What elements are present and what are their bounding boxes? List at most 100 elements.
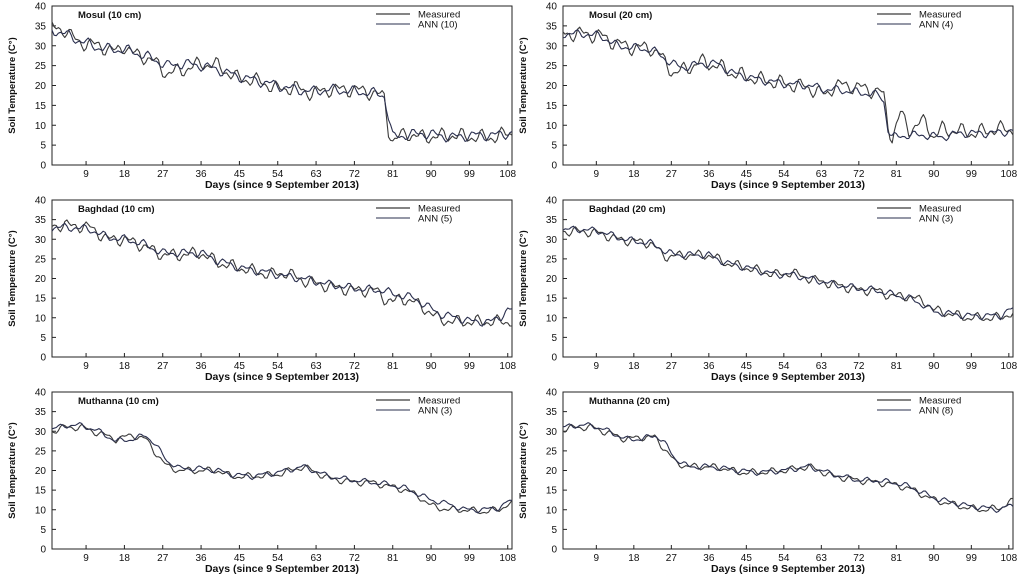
y-tick-label: 5 xyxy=(40,525,46,536)
x-tick-label: 108 xyxy=(499,169,516,180)
x-tick-label: 108 xyxy=(1000,169,1017,180)
x-tick-label: 99 xyxy=(966,553,978,564)
y-tick-label: 35 xyxy=(546,215,558,226)
x-axis-label: Days (since 9 September 2013) xyxy=(205,179,359,191)
panel-title: Muthanna (10 cm) xyxy=(78,396,159,407)
x-tick-label: 18 xyxy=(119,361,131,372)
x-tick-label: 45 xyxy=(741,169,753,180)
series-line-ann xyxy=(51,29,513,143)
y-tick-label: 0 xyxy=(551,545,557,556)
x-tick-label: 90 xyxy=(426,169,438,180)
y-tick-label: 25 xyxy=(546,254,558,265)
x-tick-label: 81 xyxy=(387,169,399,180)
x-tick-label: 45 xyxy=(741,361,753,372)
y-tick-label: 35 xyxy=(35,215,47,226)
x-tick-label: 81 xyxy=(891,361,903,372)
y-tick-label: 30 xyxy=(546,235,558,246)
y-tick-label: 35 xyxy=(546,407,558,418)
series-line-measured xyxy=(51,219,512,327)
y-tick-label: 25 xyxy=(35,446,47,457)
x-tick-label: 72 xyxy=(349,169,361,180)
y-tick-label: 20 xyxy=(35,81,47,92)
x-tick-label: 108 xyxy=(499,553,516,564)
x-tick-label: 90 xyxy=(928,361,940,372)
x-axis-label: Days (since 9 September 2013) xyxy=(205,563,359,575)
legend-label: ANN (10) xyxy=(418,20,458,31)
x-tick-label: 108 xyxy=(1000,361,1017,372)
x-tick-label: 27 xyxy=(157,553,169,564)
y-tick-label: 0 xyxy=(551,353,557,364)
series-line-ann xyxy=(562,29,1014,142)
x-tick-label: 90 xyxy=(426,361,438,372)
x-tick-label: 45 xyxy=(234,169,246,180)
panel-title: Baghdad (20 cm) xyxy=(589,204,666,215)
y-tick-label: 30 xyxy=(546,41,558,52)
y-tick-label: 40 xyxy=(35,2,47,13)
y-tick-label: 15 xyxy=(35,101,47,112)
x-tick-label: 18 xyxy=(628,553,640,564)
chart-panel: 0 5 10 15 20 25 30 35 40 9 18 27 36 45 54 63 72 81 90 99 108… xyxy=(7,2,517,192)
y-axis-label: Soil Temperature (C°) xyxy=(518,422,529,519)
x-tick-label: 36 xyxy=(196,361,208,372)
x-tick-label: 36 xyxy=(196,169,208,180)
y-tick-label: 5 xyxy=(551,525,557,536)
x-tick-label: 63 xyxy=(311,169,323,180)
y-axis-label: Soil Temperature (C°) xyxy=(7,37,18,134)
y-tick-label: 10 xyxy=(546,313,558,324)
x-tick-label: 54 xyxy=(778,361,790,372)
x-tick-label: 27 xyxy=(157,169,169,180)
y-axis-label: Soil Temperature (C°) xyxy=(518,37,529,134)
x-tick-label: 72 xyxy=(853,361,865,372)
x-tick-label: 63 xyxy=(311,553,323,564)
x-axis-label: Days (since 9 September 2013) xyxy=(711,371,865,383)
x-tick-label: 27 xyxy=(666,169,678,180)
y-axis-label: Soil Temperature (C°) xyxy=(7,422,18,519)
series-line-measured xyxy=(562,26,1014,144)
y-tick-label: 5 xyxy=(40,333,46,344)
y-tick-label: 35 xyxy=(35,21,47,32)
x-tick-label: 72 xyxy=(349,361,361,372)
series-line-measured xyxy=(562,226,1014,322)
x-axis-label: Days (since 9 September 2013) xyxy=(205,371,359,383)
x-axis-label: Days (since 9 September 2013) xyxy=(711,563,865,575)
series-line-ann xyxy=(562,422,1014,513)
y-tick-label: 0 xyxy=(551,161,557,172)
x-tick-label: 18 xyxy=(628,361,640,372)
y-tick-label: 10 xyxy=(546,121,558,132)
y-tick-label: 10 xyxy=(35,313,47,324)
y-tick-label: 15 xyxy=(35,294,47,305)
x-tick-label: 99 xyxy=(966,361,978,372)
y-tick-label: 30 xyxy=(546,427,558,438)
x-tick-label: 54 xyxy=(778,169,790,180)
y-tick-label: 25 xyxy=(546,446,558,457)
y-tick-label: 0 xyxy=(40,161,46,172)
chart-panel: 0 5 10 15 20 25 30 35 40 9 18 27 36 45 54 63 72 81 90 99 108… xyxy=(518,388,1018,576)
legend-label: Measured xyxy=(418,10,460,21)
x-tick-label: 81 xyxy=(891,553,903,564)
legend-label: Measured xyxy=(919,10,961,21)
y-tick-label: 40 xyxy=(35,196,47,207)
x-tick-label: 81 xyxy=(387,553,399,564)
y-tick-label: 30 xyxy=(35,41,47,52)
legend-label: ANN (5) xyxy=(418,214,452,225)
legend-label: ANN (3) xyxy=(418,406,452,417)
series-line-measured xyxy=(51,423,513,515)
x-tick-label: 54 xyxy=(272,553,284,564)
x-tick-label: 63 xyxy=(816,169,828,180)
panel-title: Baghdad (10 cm) xyxy=(78,204,155,215)
x-tick-label: 9 xyxy=(83,169,89,180)
x-tick-label: 36 xyxy=(703,361,715,372)
y-tick-label: 15 xyxy=(35,486,47,497)
y-tick-label: 35 xyxy=(546,21,558,32)
x-tick-label: 18 xyxy=(628,169,640,180)
y-tick-label: 20 xyxy=(546,274,558,285)
x-tick-label: 63 xyxy=(816,553,828,564)
y-tick-label: 40 xyxy=(35,388,47,399)
y-tick-label: 10 xyxy=(35,505,47,516)
x-tick-label: 81 xyxy=(891,169,903,180)
y-tick-label: 35 xyxy=(35,407,47,418)
y-tick-label: 30 xyxy=(35,427,47,438)
x-tick-label: 90 xyxy=(928,553,940,564)
chart-panel: 0 5 10 15 20 25 30 35 40 9 18 27 36 45 54 63 72 81 90 99 108… xyxy=(7,388,517,576)
chart-panel: 0 5 10 15 20 25 30 35 40 9 18 27 36 45 54 63 72 81 90 99 108… xyxy=(518,196,1018,384)
